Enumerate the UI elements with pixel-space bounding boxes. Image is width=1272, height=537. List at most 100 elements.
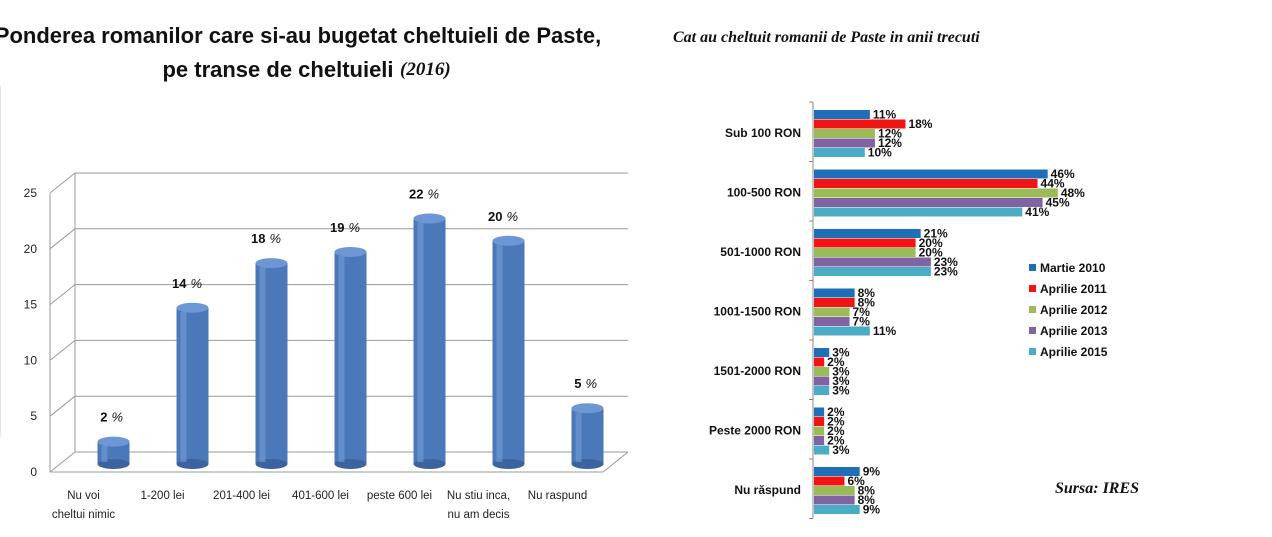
legend-label: Aprilie 2013 xyxy=(1040,324,1108,338)
right-legend: Martie 2010 Aprilie 2011 Aprilie 2012 April… xyxy=(1029,261,1108,359)
category-label: 501-1000 RON xyxy=(720,245,801,259)
category-label: Nu voi xyxy=(67,490,100,502)
bar-value-suffix: % xyxy=(349,220,361,235)
bar-value-label: 20% xyxy=(919,236,943,250)
grid-diagonal xyxy=(49,172,76,194)
bar-highlight xyxy=(338,255,345,462)
bar xyxy=(814,445,830,455)
legend-label: Aprilie 2011 xyxy=(1040,282,1107,296)
bar xyxy=(814,129,875,138)
bar-value-label: 21% xyxy=(924,227,948,241)
left-chart-title-year: (2016) xyxy=(400,59,451,80)
bar-value-label: 22 xyxy=(409,186,423,201)
category-label: nu am decis xyxy=(447,509,509,521)
bar-highlight xyxy=(180,311,187,462)
bar-value-label: 7% xyxy=(853,315,871,329)
bar-highlight xyxy=(417,222,424,462)
bar xyxy=(814,169,1048,179)
bar-value-label: 8% xyxy=(858,296,876,310)
bar-value-label: 3% xyxy=(832,365,850,379)
bar-highlight xyxy=(575,412,582,462)
bar-value-label: 3% xyxy=(832,443,850,457)
bar-value-suffix: % xyxy=(586,376,598,391)
bar-value-suffix: % xyxy=(112,410,124,425)
legend-label: Aprilie 2012 xyxy=(1040,303,1108,317)
y-tick-label: 20 xyxy=(24,242,38,256)
bar xyxy=(814,257,931,267)
bar xyxy=(814,348,830,357)
bar-value-label: 2% xyxy=(827,355,845,369)
left-chart: Ponderea romanilor care si-au bugetat ch… xyxy=(0,23,629,521)
bar-value-suffix: % xyxy=(507,209,519,224)
bar-value-label: 12% xyxy=(878,136,902,150)
y-tick-label: 0 xyxy=(30,465,37,479)
x-axis-right xyxy=(602,451,629,473)
bar-highlight xyxy=(496,244,503,462)
right-chart-title: Cat au cheltuit romanii de Paste in anii… xyxy=(673,29,980,46)
bar-value-label: 5 xyxy=(574,376,581,391)
legend-swatch xyxy=(1029,264,1036,271)
bar xyxy=(814,188,1058,198)
bar xyxy=(814,238,916,248)
bar-top xyxy=(255,258,288,269)
bar-value-label: 2% xyxy=(827,434,845,448)
bar-value-label: 41% xyxy=(1025,205,1049,219)
bar-value-label: 11% xyxy=(873,108,897,122)
bar-value-label: 11% xyxy=(873,324,897,338)
legend-swatch xyxy=(1029,327,1036,334)
y-tick-label: 15 xyxy=(24,298,38,312)
bar-value-label: 3% xyxy=(832,346,850,360)
bar xyxy=(814,376,830,386)
bar xyxy=(814,207,1023,217)
legend-swatch xyxy=(1029,306,1036,313)
category-label: Nu răspund xyxy=(734,483,801,497)
bar-top xyxy=(97,436,130,447)
bar-value-suffix: % xyxy=(191,276,203,291)
bar-value-label: 23% xyxy=(934,255,958,269)
y-tick-label: 25 xyxy=(24,186,38,200)
bar xyxy=(814,229,921,238)
bar-value-label: 20% xyxy=(919,246,943,260)
left-plot-area: 0 5 10 15 20 25 2 % Nu voi cheltui nimic 14 % 1-200 … xyxy=(24,172,629,521)
category-label: 401-600 lei xyxy=(292,490,349,502)
bar xyxy=(814,288,855,298)
bar-top xyxy=(571,403,604,414)
bar xyxy=(814,326,870,336)
bar xyxy=(814,267,931,276)
bar-value-label: 12% xyxy=(878,127,902,141)
bar xyxy=(814,467,860,476)
bar-value-label: 45% xyxy=(1046,196,1070,210)
bar xyxy=(814,198,1043,207)
bar xyxy=(814,486,855,495)
bar xyxy=(814,138,875,148)
bar-value-label: 48% xyxy=(1061,186,1085,200)
source-note: Sursa: IRES xyxy=(1055,480,1139,497)
bar xyxy=(814,317,850,326)
bar-value-label: 10% xyxy=(868,146,892,160)
bar-value-label: 2 xyxy=(100,410,107,425)
bar xyxy=(814,417,825,426)
bar-highlight xyxy=(101,445,108,462)
bar-value-label: 18 xyxy=(251,231,265,246)
bar-value-label: 8% xyxy=(858,286,876,300)
right-chart: Cat au cheltuit romanii de Paste in anii… xyxy=(673,29,1139,519)
grid-diagonal xyxy=(49,284,76,305)
bar xyxy=(814,298,855,307)
category-label: 1001-1500 RON xyxy=(714,304,801,318)
bar-value-label: 46% xyxy=(1051,167,1075,181)
grid-diagonal xyxy=(49,228,76,250)
bar-value-label: 9% xyxy=(863,465,881,479)
bar-value-label: 2% xyxy=(827,424,845,438)
bar xyxy=(814,119,906,129)
legend-swatch xyxy=(1029,348,1036,355)
left-chart-title-line2: pe transe de cheltuieli xyxy=(162,57,393,82)
legend-label: Aprilie 2015 xyxy=(1040,345,1108,359)
category-label: 201-400 lei xyxy=(213,490,270,502)
bar-value-label: 18% xyxy=(908,117,932,131)
bar-value-label: 9% xyxy=(863,503,881,517)
category-label: peste 600 lei xyxy=(367,490,432,502)
grid-diagonal xyxy=(49,340,76,361)
category-label: Peste 2000 RON xyxy=(709,423,801,437)
bar-top xyxy=(334,246,367,257)
